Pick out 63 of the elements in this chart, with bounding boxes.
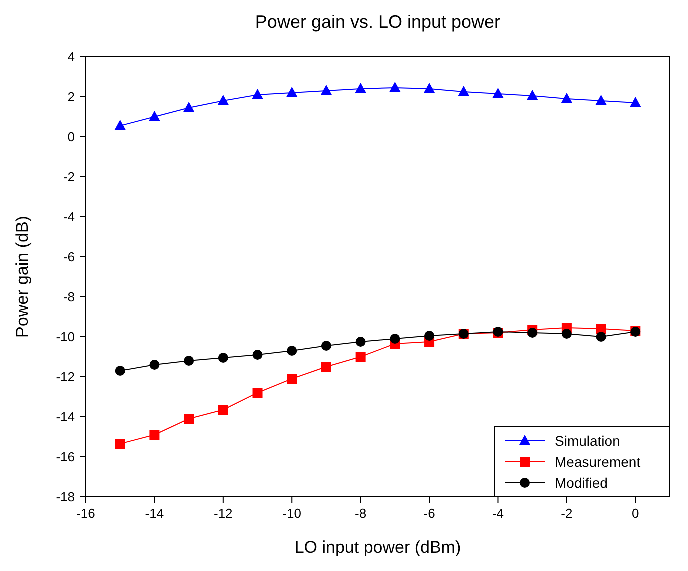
point (184, 356, 194, 366)
y-tick-label: -16 (56, 450, 75, 464)
point (114, 120, 126, 130)
y-tick-label: -4 (63, 210, 75, 224)
point (596, 95, 607, 105)
y-tick-label: -12 (56, 370, 75, 384)
point (561, 93, 572, 103)
point (218, 95, 229, 105)
point (150, 430, 160, 440)
x-tick-label: -10 (282, 506, 302, 521)
point (252, 350, 263, 360)
point (218, 353, 228, 363)
point (424, 83, 436, 93)
point (458, 86, 470, 96)
x-tick-label: -2 (561, 506, 573, 521)
chart-title: Power gain vs. LO input power (255, 12, 501, 32)
y-tick-label: 2 (68, 90, 75, 104)
point (321, 341, 332, 351)
x-tick-label: -14 (145, 506, 164, 521)
y-tick-label: 0 (68, 130, 75, 144)
x-tick-label: -8 (355, 506, 367, 521)
x-axis-title: LO input power (dBm) (294, 538, 462, 557)
legend-label: Simulation (555, 433, 620, 449)
point (115, 439, 126, 449)
point (492, 88, 504, 98)
x-tick-label: -12 (214, 506, 233, 521)
y-tick-label: -14 (56, 410, 75, 424)
point (355, 83, 366, 93)
x-tick-label: -4 (492, 506, 504, 521)
x-tick-label: 0 (632, 506, 640, 521)
point (252, 89, 264, 99)
point (252, 388, 263, 398)
point (424, 331, 435, 341)
point (150, 360, 160, 370)
point (562, 329, 572, 339)
point (115, 366, 126, 376)
point (184, 102, 195, 112)
point (218, 405, 228, 415)
point (149, 111, 160, 121)
x-tick-label: -6 (424, 506, 436, 521)
y-tick-label: -10 (56, 330, 75, 344)
point (390, 334, 400, 344)
point (390, 82, 401, 92)
point (356, 337, 366, 347)
legend-label: Measurement (555, 454, 641, 470)
point (630, 97, 642, 107)
point (527, 90, 538, 100)
y-axis-title: Power gain (dB) (13, 216, 32, 338)
point (287, 374, 298, 384)
point (320, 85, 332, 95)
y-tick-label: -6 (63, 250, 75, 264)
y-tick-label: -8 (63, 290, 75, 304)
point (184, 414, 194, 424)
point (528, 328, 538, 338)
point (286, 87, 298, 97)
point (321, 362, 332, 372)
point (596, 332, 606, 342)
y-tick-label: -2 (63, 170, 75, 184)
point (287, 346, 298, 356)
point (356, 352, 366, 362)
y-tick-label: -18 (56, 490, 75, 504)
y-tick-label: 4 (68, 50, 75, 64)
legend-label: Modified (555, 475, 608, 491)
